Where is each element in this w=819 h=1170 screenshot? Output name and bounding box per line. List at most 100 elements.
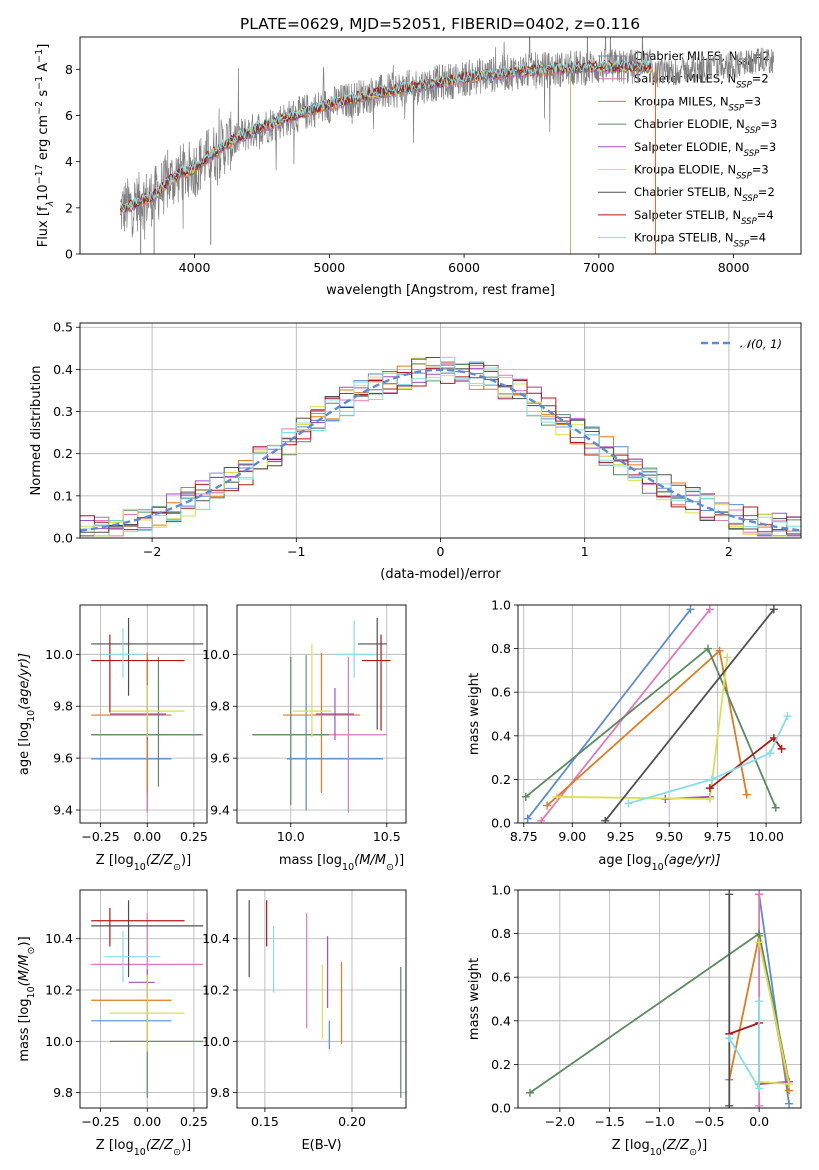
- age_vs_mass-plot-area: [252, 617, 391, 813]
- weight_vs_age-axes: 8.75 9.00 9.25 9.50 9.75 10.00 0.0 0.2 0.4 0.6 0.8…: [491, 598, 801, 844]
- mass_vs_ebv-ytick-label: 10.4: [202, 931, 230, 946]
- spectrum-ytick-label: 0: [65, 247, 73, 262]
- mass-vs-z-xlabel: Z [log10(Z/Z⊙)]: [96, 1138, 191, 1158]
- errorbar-kroupa-miles: [283, 652, 360, 793]
- weight-marker: [755, 1084, 764, 1093]
- residuals-axes: −2 −1 0 1 2 0.0 0.1 0.2 0.3 0.4 0.5: [53, 320, 801, 559]
- spectrum-ytick-label: 6: [65, 108, 73, 123]
- weight_vs_Z-ytick-label: 0.2: [491, 1057, 511, 1072]
- weight-marker: [537, 816, 546, 823]
- mass_vs_ebv-xtick-label: 0.20: [338, 1114, 366, 1129]
- residuals-ytick-label: 0.3: [53, 404, 73, 419]
- weight-marker: [765, 749, 774, 758]
- weight_vs_age-ytick-label: 0.8: [491, 641, 511, 656]
- residuals-ytick-label: 0.2: [53, 446, 73, 461]
- weight-series-kroupa-stelib: [624, 712, 792, 808]
- spectrum-ytick-label: 4: [65, 154, 73, 169]
- weight-marker: [705, 784, 714, 793]
- weight-marker: [777, 744, 786, 753]
- mass_vs_Z-ytick-label: 10.4: [45, 931, 73, 946]
- weight_vs_age-ytick-label: 0.2: [491, 772, 511, 787]
- weight_vs_age-ytick-label: 0.6: [491, 685, 511, 700]
- weight-marker: [742, 790, 751, 799]
- weight-marker: [715, 646, 724, 655]
- spectrum-xtick-label: 7000: [583, 260, 615, 275]
- mass_vs_Z-ytick-label: 9.8: [53, 1085, 73, 1100]
- mass_vs_Z-ytick-label: 10.0: [45, 1034, 73, 1049]
- weight-marker: [725, 1101, 734, 1108]
- weight-marker: [785, 1080, 794, 1089]
- legend-label: Chabrier ELODIE, NSSP=3: [634, 117, 777, 136]
- weight_vs_Z-xtick-label: −2.0: [545, 1114, 575, 1129]
- errorbar-salpeter-stelib: [91, 634, 185, 713]
- weight-vs-z-xlabel: Z [log10(Z/Z⊙)]: [612, 1138, 707, 1158]
- weight_vs_Z-xtick-label: −1.5: [594, 1114, 624, 1129]
- errorbar-salpeter-elodie: [315, 688, 355, 740]
- weight-marker: [601, 816, 610, 823]
- weight-series-kroupa-elodie: [552, 653, 732, 804]
- weight-vs-age-xlabel: age [log10(age/yr)]: [598, 853, 720, 873]
- weight-marker: [769, 605, 778, 614]
- mass_vs_ebv-plot-area: [248, 900, 402, 1098]
- weight-line: [628, 715, 789, 805]
- residuals-xtick-label: 0: [437, 544, 445, 559]
- weight-series-chabrier-stelib: [601, 605, 778, 823]
- residuals-xtick-label: −1: [287, 544, 305, 559]
- weight-marker: [521, 792, 530, 801]
- weight_vs_age-xtick-label: 9.50: [655, 829, 683, 844]
- mass_vs_ebv-frame: [236, 889, 407, 1109]
- weight-line: [728, 1022, 760, 1035]
- weight-marker: [523, 814, 532, 823]
- spectrum-frame: [79, 36, 802, 255]
- weight_vs_age-ytick-label: 0.4: [491, 728, 511, 743]
- legend-label: Chabrier STELIB, NSSP=2: [634, 185, 775, 204]
- weight-series-kroupa-miles: [543, 646, 751, 810]
- residuals-frame: [79, 322, 802, 539]
- errorbar-salpeter-stelib: [361, 634, 391, 731]
- mass_vs_Z-axes: −0.25 0.00 0.25 9.8 10.0 10.2 10.4: [45, 890, 208, 1129]
- age_vs_Z-frame: [79, 604, 208, 824]
- residuals-xtick-label: −2: [143, 544, 161, 559]
- mass_vs_ebv-xtick-label: 0.15: [251, 1114, 279, 1129]
- mass_vs_ebv-axes: 0.15 0.20 9.8 10.0 10.2 10.4: [202, 890, 406, 1129]
- errorbar-chabrier-stelib: [357, 617, 387, 730]
- weight-marker: [725, 890, 734, 899]
- weight-marker: [755, 890, 764, 899]
- spectrum-xtick-label: 5000: [313, 260, 345, 275]
- errorbar-kroupa-stelib: [334, 620, 374, 678]
- weight_vs_age-plot-area: [521, 605, 792, 823]
- weight-line: [604, 608, 775, 822]
- weight_vs_Z-ytick-label: 0.8: [491, 926, 511, 941]
- spectrum-plot-area: [119, 37, 775, 254]
- weight_vs_age-ylabel: mass weight: [467, 673, 482, 755]
- weight-marker: [705, 605, 714, 614]
- weight_vs_Z-ytick-label: 0.4: [491, 1013, 511, 1028]
- weight_vs_age-xtick-label: 9.00: [558, 829, 586, 844]
- weight-marker: [755, 997, 764, 1006]
- age_vs_Z-ytick-label: 10.0: [45, 647, 73, 662]
- errorbar-kroupa-elodie: [109, 974, 185, 1052]
- weight-marker: [755, 1101, 764, 1108]
- age_vs_Z-ytick-label: 9.6: [53, 751, 73, 766]
- residuals-xtick-label: 2: [725, 544, 733, 559]
- legend-label: Kroupa MILES, NSSP=3: [634, 94, 761, 113]
- mass_vs_Z-plot-area: [91, 900, 204, 1098]
- weight-marker: [705, 795, 714, 804]
- age-vs-mass-xlabel: mass [log10(M/M⊙)]: [279, 853, 404, 873]
- weight-marker: [707, 775, 716, 784]
- errorbar-kroupa-stelib: [104, 628, 142, 678]
- residuals-ytick-label: 0.0: [53, 531, 73, 546]
- errorbar-kroupa-elodie: [109, 685, 185, 738]
- spectrum-xtick-label: 4000: [179, 260, 211, 275]
- age_vs_mass-xtick-label: 10.0: [277, 829, 305, 844]
- weight_vs_Z-xtick-label: −0.5: [694, 1114, 724, 1129]
- weight_vs_age-ytick-label: 0.0: [491, 816, 511, 831]
- weight-series-chabrier-stelib: [725, 890, 734, 1108]
- age_vs_Z-xtick-label: 0.25: [180, 829, 208, 844]
- mass_vs_Z-frame: [79, 889, 208, 1109]
- weight-marker: [783, 712, 792, 721]
- age_vs_mass-xtick-label: 10.5: [373, 829, 401, 844]
- spectrum-model-kroupa-stelib: [119, 58, 653, 212]
